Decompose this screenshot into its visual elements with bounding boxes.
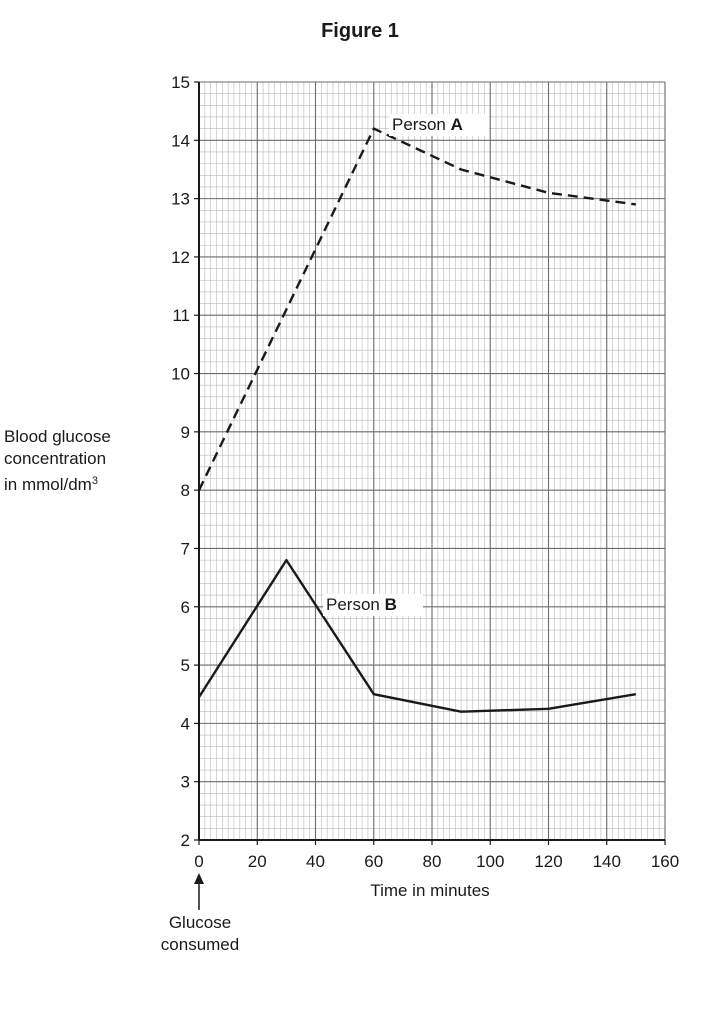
series-label-person-b: Person B: [326, 595, 397, 614]
series-line-person-a: [197, 127, 637, 491]
annotation-line2: consumed: [160, 935, 240, 954]
series-label-person-a: Person A: [392, 115, 463, 134]
x-axis-label: Time in minutes: [370, 881, 489, 900]
figure-title: Figure 1: [321, 20, 399, 42]
x-tick-label: 40: [306, 852, 325, 871]
y-axis-label-line3: in mmol/dm3: [4, 470, 111, 496]
arrow-head: [194, 873, 204, 884]
y-tick-label: 8: [181, 481, 190, 500]
y-axis-label-line1: Blood glucose: [4, 427, 111, 446]
y-tick-label: 3: [181, 773, 190, 792]
series-label-letter: A: [451, 115, 463, 134]
y-axis-label-line2: concentration: [4, 449, 107, 468]
series-label-background: [389, 114, 489, 136]
x-tick-label: 160: [651, 852, 679, 871]
y-tick-labels: 2 3 4 5 6 7 8 9 10 11 12 13 14 15: [171, 73, 199, 850]
y-tick-label: 14: [171, 131, 190, 150]
y-tick-label: 2: [181, 831, 190, 850]
annotation-line1: Glucose: [168, 913, 232, 932]
y-tick-label: 13: [171, 190, 190, 209]
x-tick-label: 60: [364, 852, 383, 871]
series-lines: [197, 127, 637, 713]
x-tick-label: 100: [476, 852, 504, 871]
series-label-prefix: Person: [392, 115, 451, 134]
series-label-prefix: Person: [326, 595, 385, 614]
x-tick-labels: 0 20 40 60 80 100 120 140 160: [194, 840, 679, 871]
y-tick-label: 4: [181, 714, 190, 733]
series-label-background: [323, 594, 423, 616]
x-tick-label: 0: [194, 852, 203, 871]
x-tick-label: 80: [423, 852, 442, 871]
y-tick-label: 15: [171, 73, 190, 92]
y-axis-label: Blood glucose concentration in mmol/dm3: [4, 426, 111, 496]
x-tick-label: 120: [534, 852, 562, 871]
series-label-letter: B: [385, 595, 397, 614]
y-tick-label: 5: [181, 656, 190, 675]
y-tick-label: 9: [181, 423, 190, 442]
y-tick-label: 12: [171, 248, 190, 267]
series-line-person-b: [197, 558, 637, 713]
y-tick-label: 7: [181, 539, 190, 558]
glucose-consumed-annotation: Glucose consumed: [138, 912, 262, 956]
y-tick-label: 6: [181, 598, 190, 617]
x-tick-label: 140: [593, 852, 621, 871]
y-tick-label: 10: [171, 365, 190, 384]
y-axis-label-unit: in mmol/dm: [4, 475, 92, 494]
y-tick-label: 11: [172, 306, 190, 325]
y-axis-label-superscript: 3: [91, 475, 98, 487]
arrow-icon: [194, 873, 204, 910]
x-tick-label: 20: [248, 852, 267, 871]
